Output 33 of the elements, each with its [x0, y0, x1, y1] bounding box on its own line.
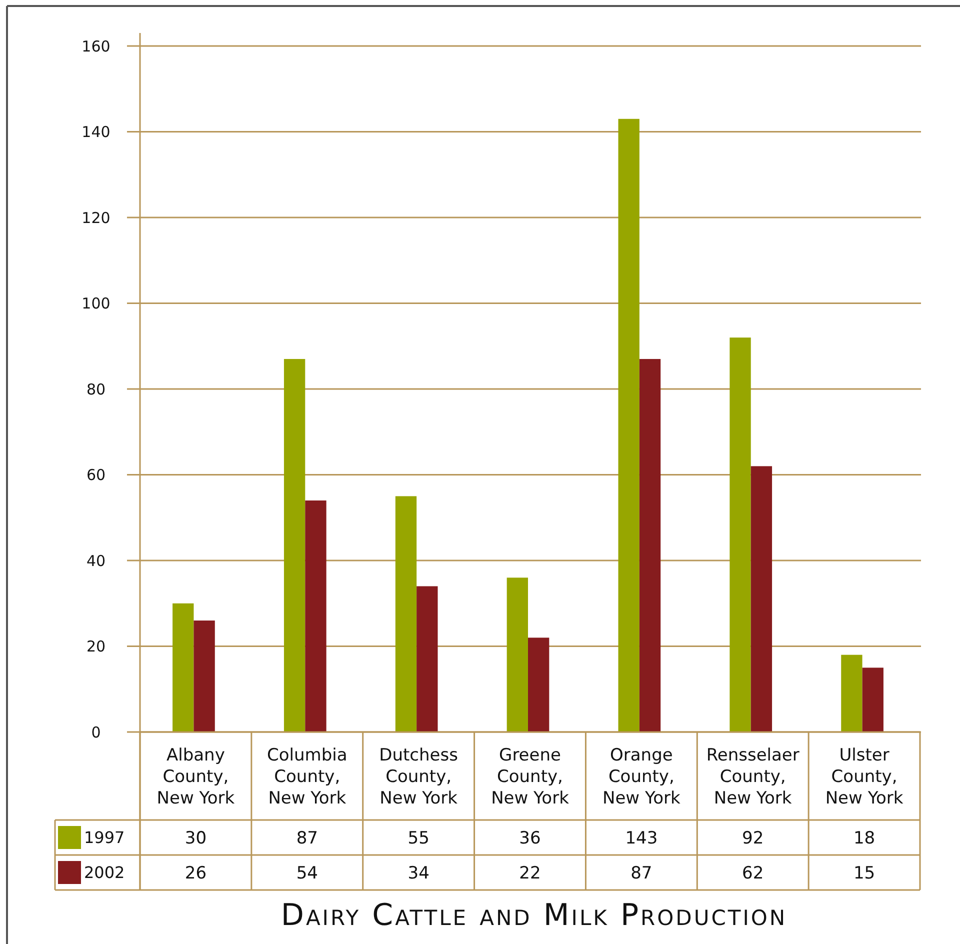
y-tick-label: 100 [82, 294, 110, 312]
data-label: 34 [408, 863, 430, 884]
y-tick-label: 140 [82, 123, 110, 141]
x-tick-label: Rensselaer County, New York [706, 745, 800, 808]
data-label: 62 [742, 863, 764, 884]
legend-label: 1997 [84, 828, 125, 848]
x-tick-label: Dutchess County, New York [379, 745, 458, 808]
x-tick-label: Ulster County, New York [825, 745, 904, 808]
data-label: 92 [742, 828, 764, 848]
data-label: 26 [184, 863, 207, 884]
y-tick-label: 60 [86, 466, 106, 484]
data-label: 143 [625, 828, 658, 848]
data-label: 55 [408, 828, 430, 848]
x-tick-label: Greene County, New York [491, 745, 570, 808]
data-label: 15 [853, 863, 876, 884]
y-tick-label: 0 [91, 723, 101, 742]
data-label: 22 [519, 863, 541, 884]
y-tick-label: 120 [82, 208, 110, 227]
x-tick-label: Columbia County, New York [267, 745, 348, 808]
x-tick-label: Albany County, New York [156, 745, 235, 808]
data-label: 18 [853, 828, 876, 848]
data-label: 87 [296, 828, 318, 848]
y-tick-label: 160 [82, 37, 110, 56]
data-label: 54 [296, 863, 318, 884]
data-label: 36 [519, 828, 541, 848]
legend-label: 2002 [84, 863, 125, 882]
data-label: 87 [630, 863, 652, 884]
y-tick-label: 80 [86, 380, 106, 398]
data-label: 30 [184, 828, 207, 848]
x-tick-label: Orange County, New York [602, 745, 680, 808]
y-tick-label: 40 [86, 552, 106, 570]
text: Dairy Cattle and Milk Production [280, 898, 788, 933]
y-tick-label: 20 [86, 638, 106, 656]
